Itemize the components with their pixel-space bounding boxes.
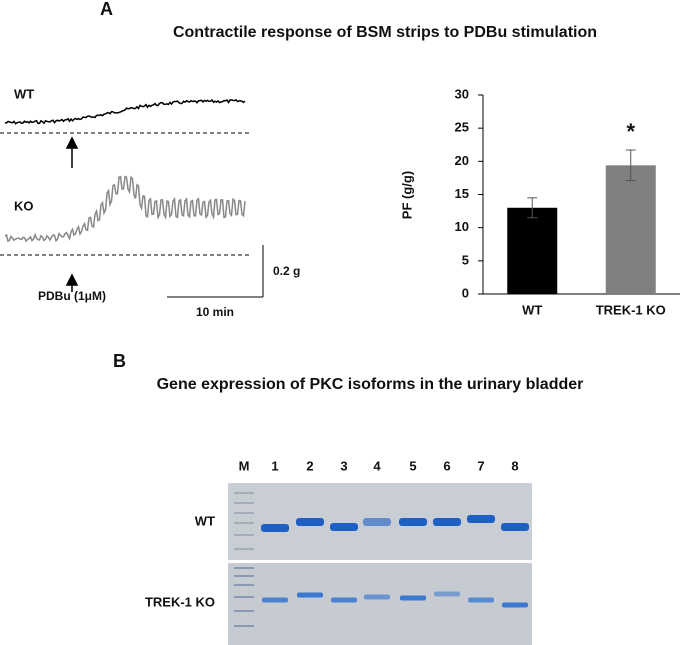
ladder-band — [234, 596, 254, 598]
ladder-band — [234, 610, 254, 612]
panel-title: Gene expression of PKC isoforms in the u… — [157, 376, 584, 393]
gel-band — [363, 518, 391, 526]
ladder-band — [234, 492, 254, 494]
gel-band — [433, 518, 461, 526]
gel-band — [467, 515, 495, 523]
y-tick-label: 25 — [455, 120, 469, 135]
y-tick-label: 5 — [462, 252, 469, 267]
bar — [507, 207, 558, 294]
trace — [4, 175, 246, 243]
stimulus-label: PDBu (1μM) — [38, 289, 106, 303]
gel-band — [502, 602, 528, 608]
scale-label: 0.2 g — [273, 264, 300, 278]
gel-band — [297, 592, 323, 598]
lane-label: 4 — [373, 458, 381, 473]
gel-band — [330, 523, 358, 531]
ladder-band — [234, 548, 254, 550]
lane-label: 1 — [271, 458, 278, 473]
ladder-band — [234, 567, 254, 569]
y-tick-label: 0 — [462, 285, 469, 300]
y-tick-label: 15 — [455, 186, 469, 201]
trace-label: KO — [14, 198, 34, 213]
ladder-band — [234, 584, 254, 586]
x-tick-label: WT — [522, 302, 542, 317]
panel-label: B — [113, 351, 126, 371]
lane-label: 6 — [443, 458, 450, 473]
ladder-band — [234, 575, 254, 577]
gel-band — [501, 523, 529, 531]
trace-label: WT — [14, 86, 34, 101]
lane-label: 3 — [340, 458, 347, 473]
x-tick-label: TREK-1 KO — [596, 302, 666, 317]
y-tick-label: 10 — [455, 219, 469, 234]
gel-band — [399, 518, 427, 526]
gel-band — [296, 518, 324, 526]
y-tick-label: 30 — [455, 86, 469, 101]
gel-panel — [228, 563, 532, 645]
row-label: TREK-1 KO — [145, 594, 215, 609]
y-axis-label: PF (g/g) — [399, 171, 414, 219]
ladder-band — [234, 534, 254, 536]
bar — [605, 165, 656, 294]
gel-band — [331, 597, 357, 603]
row-label: WT — [195, 513, 215, 528]
lane-label: 8 — [511, 458, 518, 473]
panel-label: A — [100, 0, 113, 19]
panel-title: Contractile response of BSM strips to PD… — [173, 24, 597, 41]
arrows — [65, 136, 79, 292]
gel-band — [262, 597, 288, 603]
ladder-band — [234, 512, 254, 514]
lane-label: M — [239, 458, 250, 473]
annotation: * — [626, 119, 635, 144]
gel-band — [434, 591, 460, 597]
ladder-band — [234, 502, 254, 504]
trace — [4, 98, 246, 125]
ladder-band — [234, 625, 254, 627]
gel-band — [400, 595, 426, 601]
y-tick-label: 20 — [455, 153, 469, 168]
lane-label: 7 — [477, 458, 484, 473]
gel-band — [468, 597, 494, 603]
gel-band — [261, 524, 289, 532]
scale-label: 10 min — [196, 305, 234, 319]
lane-label: 5 — [409, 458, 416, 473]
lane-label: 2 — [306, 458, 313, 473]
ladder-band — [234, 522, 254, 524]
gel-band — [364, 594, 390, 600]
